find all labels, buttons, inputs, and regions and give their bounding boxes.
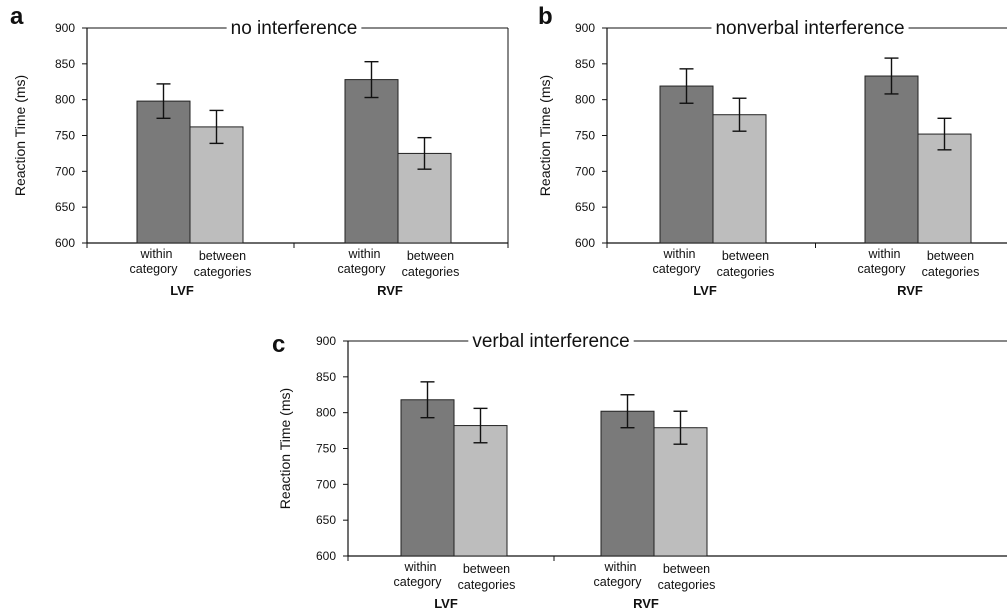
y-tick-label: 650 [575, 200, 595, 214]
chart-title: verbal interference [472, 331, 629, 352]
bar-rvf-within [864, 75, 919, 244]
y-tick-label: 600 [316, 549, 336, 563]
x-category-label: between [927, 249, 974, 263]
y-tick-label: 700 [575, 164, 595, 178]
x-category-label: category [338, 262, 387, 276]
x-group-label: RVF [897, 283, 923, 298]
x-category-label: categories [922, 265, 980, 279]
x-group-label: LVF [693, 283, 717, 298]
bar-rvf-between [653, 427, 708, 557]
chart-title: no interference [231, 18, 358, 39]
bar-rvf-within [600, 410, 655, 557]
bar-lvf-between [189, 126, 244, 244]
x-category-label: category [594, 575, 643, 589]
y-tick-label: 700 [316, 477, 336, 491]
x-category-label: categories [402, 265, 460, 279]
y-tick-label: 800 [575, 93, 595, 107]
x-group-label: LVF [434, 596, 458, 611]
y-tick-label: 650 [55, 200, 75, 214]
bar-lvf-within [136, 100, 191, 244]
x-category-label: category [858, 262, 907, 276]
x-group-label: RVF [377, 283, 403, 298]
x-category-label: within [868, 247, 901, 261]
y-tick-label: 900 [575, 21, 595, 35]
y-tick-label: 850 [55, 57, 75, 71]
chart-panel-a: a no interference 600 650 700 750 800 850 900 Rea… [10, 3, 509, 298]
chart-panel-c: c verbal interference 600 650 700 750 800 850 90… [272, 331, 1007, 611]
chart-title: nonverbal interference [715, 18, 904, 39]
panel-letter: b [538, 3, 553, 30]
y-tick-label: 850 [575, 57, 595, 71]
panel-letter: c [272, 331, 285, 358]
y-tick-label: 750 [575, 129, 595, 143]
y-tick-label: 850 [316, 370, 336, 384]
bar-lvf-within [400, 399, 455, 557]
y-tick-label: 900 [316, 334, 336, 348]
y-tick-label: 800 [55, 93, 75, 107]
x-category-label: within [140, 247, 173, 261]
x-category-label: within [663, 247, 696, 261]
x-category-label: categories [458, 578, 516, 592]
x-category-label: between [722, 249, 769, 263]
x-category-label: categories [194, 265, 252, 279]
panel-letter: a [10, 3, 24, 30]
y-axis-label: Reaction Time (ms) [277, 388, 293, 509]
x-category-label: categories [658, 578, 716, 592]
bar-lvf-within [659, 85, 714, 244]
y-tick-label: 750 [55, 129, 75, 143]
bar-lvf-between [712, 114, 767, 244]
x-group-label: LVF [170, 283, 194, 298]
x-category-label: between [663, 562, 710, 576]
x-category-label: categories [717, 265, 775, 279]
x-category-label: between [407, 249, 454, 263]
x-category-label: category [130, 262, 179, 276]
y-tick-label: 750 [316, 442, 336, 456]
x-category-label: between [463, 562, 510, 576]
x-category-label: within [604, 560, 637, 574]
y-tick-label: 600 [575, 236, 595, 250]
x-category-label: category [653, 262, 702, 276]
x-category-label: within [348, 247, 381, 261]
bar-lvf-between [453, 425, 508, 557]
y-axis-label: Reaction Time (ms) [12, 75, 28, 196]
y-tick-label: 700 [55, 164, 75, 178]
y-tick-label: 650 [316, 513, 336, 527]
bar-rvf-within [344, 79, 399, 244]
y-tick-label: 900 [55, 21, 75, 35]
x-category-label: between [199, 249, 246, 263]
bar-rvf-between [917, 133, 972, 244]
y-tick-label: 800 [316, 406, 336, 420]
x-group-label: RVF [633, 596, 659, 611]
y-axis-label: Reaction Time (ms) [537, 75, 553, 196]
y-tick-label: 600 [55, 236, 75, 250]
chart-panel-b: b nonverbal interference 600 650 700 750 800 85… [537, 3, 1007, 298]
x-category-label: within [404, 560, 437, 574]
x-category-label: category [394, 575, 443, 589]
